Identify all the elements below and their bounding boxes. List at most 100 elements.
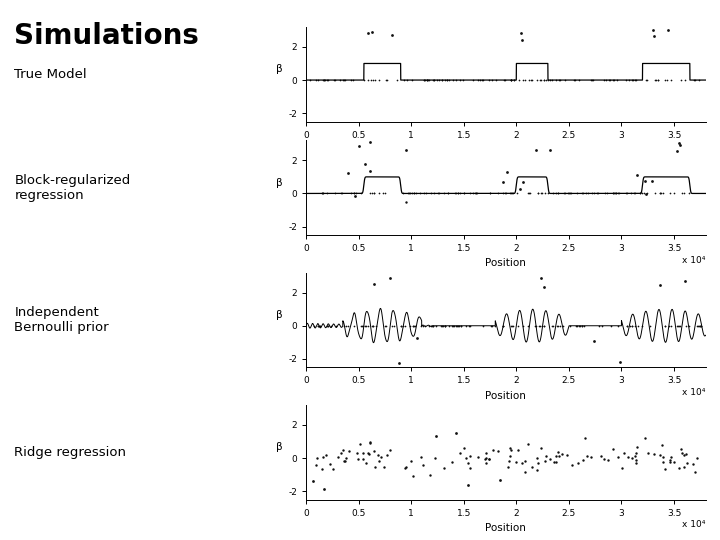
Text: x 10⁴: x 10⁴ bbox=[683, 521, 706, 529]
Point bbox=[629, 76, 641, 84]
Point bbox=[415, 189, 426, 198]
Point bbox=[441, 76, 452, 84]
Point bbox=[554, 76, 565, 84]
Point bbox=[407, 471, 418, 480]
Point bbox=[364, 189, 376, 198]
Point bbox=[516, 459, 528, 468]
Point bbox=[355, 440, 366, 448]
Point bbox=[577, 456, 588, 464]
Point bbox=[518, 178, 529, 186]
Point bbox=[507, 321, 518, 330]
Point bbox=[486, 76, 498, 84]
Point bbox=[426, 321, 438, 330]
Point bbox=[357, 454, 369, 463]
Point bbox=[608, 444, 619, 453]
Point bbox=[464, 452, 476, 461]
Point bbox=[318, 76, 329, 84]
Point bbox=[665, 76, 677, 84]
Point bbox=[621, 76, 632, 84]
Point bbox=[518, 321, 529, 330]
Point bbox=[345, 76, 356, 84]
Point bbox=[313, 321, 325, 330]
Point bbox=[505, 76, 516, 84]
Point bbox=[499, 189, 510, 198]
Point bbox=[438, 463, 449, 472]
Point bbox=[544, 146, 555, 154]
Point bbox=[682, 458, 693, 467]
Point bbox=[411, 334, 423, 342]
Point bbox=[311, 454, 323, 462]
Point bbox=[544, 76, 556, 84]
Point bbox=[333, 453, 344, 461]
Point bbox=[448, 321, 459, 330]
Point bbox=[614, 358, 626, 367]
Point bbox=[348, 321, 360, 330]
Point bbox=[444, 321, 455, 330]
Point bbox=[553, 452, 564, 461]
Point bbox=[630, 76, 642, 84]
Point bbox=[369, 462, 381, 471]
Point bbox=[336, 449, 347, 458]
Point bbox=[672, 321, 683, 330]
Point bbox=[494, 476, 505, 485]
Point bbox=[436, 321, 448, 330]
Point bbox=[629, 189, 640, 198]
Point bbox=[354, 141, 365, 150]
Point bbox=[505, 443, 516, 452]
Point bbox=[407, 321, 418, 330]
Text: Ridge regression: Ridge regression bbox=[14, 446, 127, 459]
Point bbox=[569, 76, 580, 84]
Point bbox=[316, 464, 328, 473]
Point bbox=[519, 76, 531, 84]
Point bbox=[539, 189, 550, 198]
Point bbox=[428, 76, 440, 84]
Point bbox=[551, 451, 562, 460]
Point bbox=[612, 453, 624, 461]
Point bbox=[405, 189, 416, 198]
Point bbox=[534, 76, 546, 84]
Point bbox=[328, 76, 339, 84]
Point bbox=[492, 189, 504, 198]
Point bbox=[663, 321, 675, 330]
Point bbox=[536, 189, 548, 198]
Point bbox=[364, 438, 376, 447]
Point bbox=[636, 321, 648, 330]
Point bbox=[569, 76, 580, 84]
Point bbox=[341, 321, 352, 330]
Point bbox=[506, 189, 518, 198]
Point bbox=[359, 160, 371, 168]
Point bbox=[630, 452, 642, 461]
Point bbox=[530, 146, 541, 155]
Point bbox=[674, 321, 685, 330]
Point bbox=[312, 321, 324, 330]
Point bbox=[418, 76, 430, 84]
Point bbox=[320, 451, 331, 460]
Point bbox=[564, 189, 576, 198]
Point bbox=[450, 321, 462, 330]
Point bbox=[368, 76, 379, 84]
Point bbox=[357, 321, 369, 330]
Point bbox=[648, 449, 660, 458]
Point bbox=[351, 189, 362, 198]
Point bbox=[632, 321, 644, 330]
Point bbox=[672, 321, 683, 330]
Point bbox=[455, 449, 467, 457]
Text: Block-regularized
regression: Block-regularized regression bbox=[14, 174, 130, 201]
Point bbox=[340, 454, 351, 463]
Point bbox=[368, 189, 379, 198]
Point bbox=[437, 321, 449, 330]
Point bbox=[399, 321, 410, 330]
Point bbox=[538, 282, 549, 291]
Point bbox=[611, 189, 622, 198]
Point bbox=[647, 177, 658, 185]
Point bbox=[532, 459, 544, 468]
Point bbox=[339, 457, 351, 465]
Point bbox=[657, 458, 669, 467]
Point bbox=[483, 455, 495, 463]
Point bbox=[438, 189, 450, 198]
Point bbox=[500, 76, 511, 84]
Point bbox=[467, 189, 478, 198]
Point bbox=[570, 321, 582, 330]
Point bbox=[467, 76, 479, 84]
Point bbox=[522, 321, 534, 330]
